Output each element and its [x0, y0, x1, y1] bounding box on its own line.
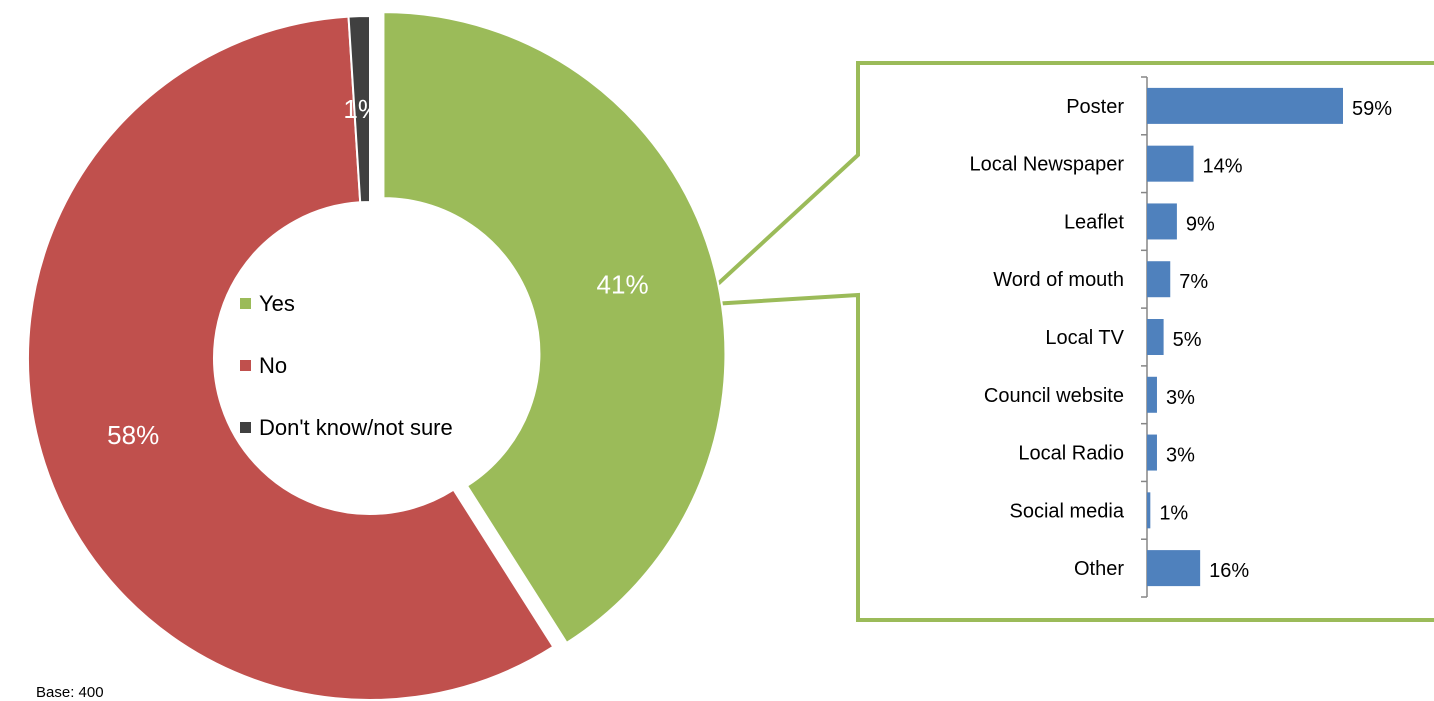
bar-value-word-of-mouth: 7%: [1179, 271, 1208, 293]
bar-value-poster: 59%: [1352, 98, 1392, 120]
bar-category-local-newspaper: Local Newspaper: [969, 154, 1124, 176]
legend-label-dont-know: Don't know/not sure: [259, 415, 453, 440]
bar-category-word-of-mouth: Word of mouth: [993, 269, 1124, 291]
bar-leaflet: [1147, 203, 1177, 240]
bar-category-council-website: Council website: [984, 385, 1124, 407]
bar-value-social-media: 1%: [1159, 502, 1188, 524]
legend-swatch-no: [240, 360, 251, 371]
legend-swatch-yes: [240, 298, 251, 309]
bar-value-local-newspaper: 14%: [1203, 156, 1243, 178]
donut-label-no: 58%: [107, 420, 159, 450]
bar-local-radio: [1147, 434, 1157, 471]
bar-poster: [1147, 87, 1343, 124]
bar-local-newspaper: [1147, 145, 1194, 182]
bar-category-poster: Poster: [1066, 96, 1124, 118]
bar-value-local-tv: 5%: [1173, 329, 1202, 351]
donut-chart: [27, 11, 727, 701]
donut-label-dont-know: 1%: [343, 94, 381, 124]
donut-slice-no: [27, 15, 555, 701]
bar-council-website: [1147, 376, 1157, 413]
legend-label-no: No: [259, 353, 287, 378]
bar-local-tv: [1147, 319, 1164, 355]
donut-label-yes: 41%: [597, 270, 649, 300]
donut-slice-yes: [382, 11, 727, 645]
bar-category-local-radio: Local Radio: [1018, 443, 1124, 465]
legend: Yes No Don't know/not sure: [240, 291, 453, 440]
bar-category-leaflet: Leaflet: [1064, 211, 1124, 233]
bar-value-other: 16%: [1209, 560, 1249, 582]
bar-chart: Poster 59% Local Newspaper 14% Leaflet 9% Word…: [969, 76, 1392, 598]
legend-swatch-dont-know: [240, 422, 251, 433]
bar-category-local-tv: Local TV: [1045, 327, 1124, 349]
bar-other: [1147, 550, 1201, 587]
bar-word-of-mouth: [1147, 261, 1171, 298]
bar-category-other: Other: [1074, 558, 1124, 580]
base-note: Base: 400: [36, 684, 104, 701]
legend-label-yes: Yes: [259, 291, 295, 316]
bar-value-council-website: 3%: [1166, 387, 1195, 409]
donut-labels: 41% 58% 1%: [107, 94, 648, 450]
bar-category-social-media: Social media: [1009, 500, 1124, 522]
donut-slice-dont-know: [347, 14, 371, 204]
bar-social-media: [1147, 492, 1151, 529]
bar-value-leaflet: 9%: [1186, 213, 1215, 235]
bar-value-local-radio: 3%: [1166, 445, 1195, 467]
